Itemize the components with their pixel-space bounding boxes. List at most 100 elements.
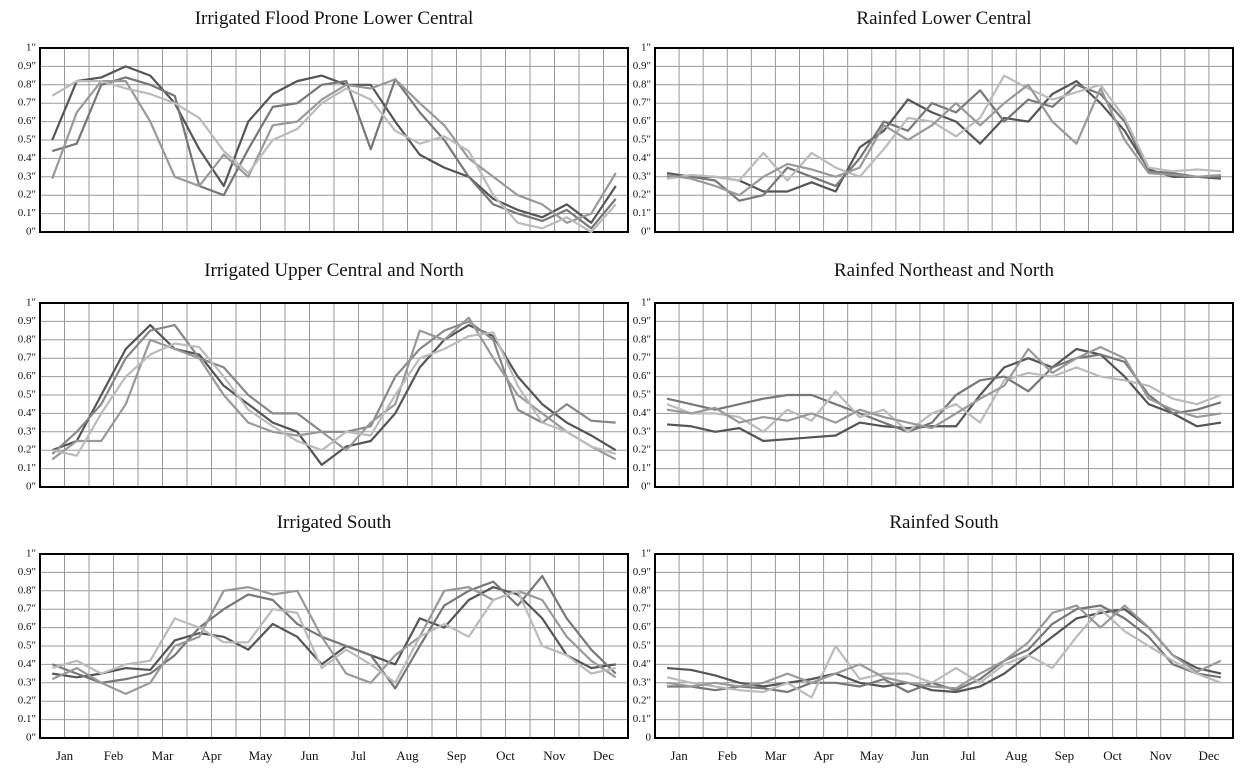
- y-tick-label: 0.4": [18, 152, 36, 164]
- y-tick-label: 0.7": [633, 97, 651, 109]
- x-tick-label: Dec: [1198, 748, 1219, 763]
- x-tick-label: Jun: [300, 748, 319, 763]
- y-tick-label: 0.9": [18, 315, 36, 327]
- x-tick-label: May: [860, 748, 884, 763]
- series-line: [51, 589, 616, 684]
- y-tick-label: 0.7": [18, 603, 36, 615]
- series-line: [667, 83, 1221, 202]
- y-tick-label: 0.8": [633, 333, 651, 345]
- y-tick-label: 0": [641, 481, 651, 493]
- y-tick-label: 0.2": [633, 695, 651, 707]
- x-tick-label: May: [249, 748, 273, 763]
- y-tick-label: 1": [26, 548, 36, 560]
- series-line: [51, 65, 617, 224]
- y-tick-label: 0.3": [18, 170, 36, 182]
- y-tick-label: 0.1": [18, 713, 36, 725]
- x-tick-label: Nov: [1150, 748, 1173, 763]
- series-line: [666, 604, 1222, 690]
- series-line: [51, 586, 617, 695]
- y-tick-label: 0.6": [18, 370, 36, 382]
- x-tick-label: Jan: [670, 748, 688, 763]
- y-tick-label: 0.9": [633, 566, 651, 578]
- y-tick-label: 0.5": [633, 640, 651, 652]
- y-tick-label: 0.6": [18, 621, 36, 633]
- y-tick-label: 0.2": [633, 444, 651, 456]
- x-tick-label: Mar: [152, 748, 174, 763]
- y-tick-label: 0": [26, 226, 36, 238]
- y-tick-label: 0.9": [633, 315, 651, 327]
- x-tick-label: Oct: [496, 748, 515, 763]
- plot-frame: [39, 553, 629, 739]
- x-tick-label: Apr: [813, 748, 834, 763]
- y-tick-label: 0.3": [633, 425, 651, 437]
- y-tick-label: 0: [646, 732, 652, 744]
- y-tick-label: 0.5": [633, 134, 651, 146]
- series-line: [666, 80, 1222, 193]
- y-tick-label: 0.3": [18, 676, 36, 688]
- y-tick-label: 1": [641, 297, 651, 309]
- y-tick-label: 1": [26, 42, 36, 54]
- y-tick-label: 0.1": [18, 207, 36, 219]
- plot-frame: [39, 302, 629, 488]
- series-line: [52, 331, 617, 457]
- y-tick-label: 0": [26, 732, 36, 744]
- y-tick-label: 0.9": [18, 60, 36, 72]
- plot-frame: [654, 553, 1234, 739]
- y-tick-label: 0.8": [633, 78, 651, 90]
- x-tick-label: Nov: [543, 748, 566, 763]
- series-line: [51, 76, 617, 230]
- y-tick-label: 0.1": [633, 207, 651, 219]
- series-line: [51, 323, 617, 467]
- y-tick-label: 0.8": [18, 78, 36, 90]
- series-line: [666, 346, 1222, 430]
- chart-title: Rainfed South: [889, 512, 999, 533]
- x-tick-label: Mar: [765, 748, 787, 763]
- series-line: [666, 366, 1222, 433]
- y-tick-label: 0.6": [18, 115, 36, 127]
- y-tick-label: 0.4": [18, 658, 36, 670]
- series-line: [51, 78, 617, 224]
- y-tick-label: 0.1": [633, 713, 651, 725]
- y-tick-label: 0.4": [18, 407, 36, 419]
- x-tick-label: Jan: [56, 748, 74, 763]
- y-tick-label: 0.7": [633, 603, 651, 615]
- y-tick-label: 0.2": [18, 444, 36, 456]
- y-tick-label: 0.4": [633, 658, 651, 670]
- x-tick-label: Jul: [351, 748, 367, 763]
- plot-frame: [39, 47, 629, 233]
- y-tick-label: 0.4": [633, 407, 651, 419]
- y-tick-label: 0.6": [633, 370, 651, 382]
- y-tick-label: 1": [641, 548, 651, 560]
- x-tick-label: Aug: [1005, 748, 1028, 763]
- chart-title: Rainfed Northeast and North: [834, 260, 1055, 281]
- y-tick-label: 0": [641, 226, 651, 238]
- y-tick-label: 0.6": [633, 115, 651, 127]
- y-tick-label: 0.5": [18, 389, 36, 401]
- plot-frame: [654, 47, 1234, 233]
- series-line: [666, 74, 1222, 182]
- y-tick-label: 0.2": [633, 189, 651, 201]
- series-line: [51, 80, 617, 234]
- series-line: [666, 83, 1222, 197]
- y-tick-label: 0.3": [18, 425, 36, 437]
- x-tick-label: Jun: [911, 748, 930, 763]
- y-tick-label: 0.4": [633, 152, 651, 164]
- x-tick-label: Oct: [1103, 748, 1122, 763]
- y-tick-label: 0.8": [18, 333, 36, 345]
- chart-title: Irrigated Flood Prone Lower Central: [195, 8, 474, 29]
- chart-title: Irrigated Upper Central and North: [204, 260, 464, 281]
- y-tick-label: 0.7": [633, 352, 651, 364]
- chart-title: Rainfed Lower Central: [856, 8, 1031, 29]
- x-tick-label: Feb: [104, 748, 124, 763]
- y-tick-label: 0.3": [633, 676, 651, 688]
- x-tick-label: Aug: [396, 748, 419, 763]
- x-tick-label: Apr: [201, 748, 222, 763]
- series-line: [51, 320, 616, 455]
- y-tick-label: 0.1": [18, 462, 36, 474]
- chart-title: Irrigated South: [277, 512, 392, 533]
- y-tick-label: 0.5": [18, 640, 36, 652]
- y-tick-label: 0.2": [18, 189, 36, 201]
- x-tick-label: Sep: [447, 748, 467, 763]
- y-tick-label: 0.5": [18, 134, 36, 146]
